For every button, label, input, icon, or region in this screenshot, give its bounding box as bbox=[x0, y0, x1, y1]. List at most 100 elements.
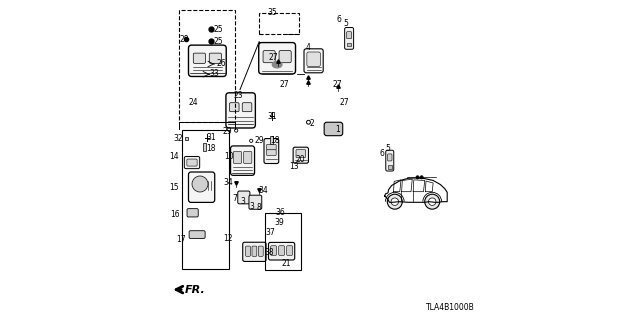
FancyBboxPatch shape bbox=[187, 209, 198, 217]
Text: 25: 25 bbox=[214, 25, 223, 34]
FancyBboxPatch shape bbox=[246, 246, 250, 256]
FancyBboxPatch shape bbox=[388, 154, 392, 161]
Text: 27: 27 bbox=[333, 80, 342, 89]
Text: 5: 5 bbox=[344, 20, 349, 28]
FancyBboxPatch shape bbox=[263, 51, 275, 63]
Bar bbox=[204, 143, 206, 151]
Text: 38: 38 bbox=[264, 248, 274, 257]
FancyBboxPatch shape bbox=[307, 52, 321, 66]
Text: 14: 14 bbox=[169, 152, 179, 161]
Text: 34: 34 bbox=[223, 178, 233, 187]
Text: 27: 27 bbox=[280, 80, 289, 89]
FancyBboxPatch shape bbox=[296, 149, 306, 157]
Text: 24: 24 bbox=[188, 98, 198, 107]
FancyBboxPatch shape bbox=[347, 32, 352, 39]
FancyBboxPatch shape bbox=[226, 93, 255, 128]
Text: 7: 7 bbox=[232, 194, 237, 203]
Bar bbox=[347, 43, 351, 46]
Circle shape bbox=[235, 129, 238, 132]
Text: 21: 21 bbox=[282, 260, 291, 268]
Bar bbox=[184, 137, 188, 140]
Bar bbox=[270, 136, 273, 144]
Circle shape bbox=[250, 139, 253, 142]
Text: 27: 27 bbox=[269, 53, 278, 62]
FancyBboxPatch shape bbox=[188, 45, 227, 76]
Text: 31: 31 bbox=[206, 133, 216, 142]
Text: 33: 33 bbox=[210, 69, 220, 78]
Text: TLA4B1000B: TLA4B1000B bbox=[426, 303, 475, 312]
Bar bbox=[179, 10, 236, 122]
Text: 37: 37 bbox=[266, 228, 275, 237]
Text: 15: 15 bbox=[170, 183, 179, 192]
Circle shape bbox=[387, 194, 403, 209]
FancyBboxPatch shape bbox=[344, 28, 354, 49]
FancyBboxPatch shape bbox=[230, 146, 255, 175]
FancyBboxPatch shape bbox=[234, 151, 242, 164]
Text: 32: 32 bbox=[173, 134, 183, 143]
Text: 3: 3 bbox=[241, 197, 246, 206]
Text: 28: 28 bbox=[180, 35, 189, 44]
Text: 6: 6 bbox=[379, 149, 384, 158]
Circle shape bbox=[420, 176, 423, 179]
FancyBboxPatch shape bbox=[259, 246, 263, 256]
FancyBboxPatch shape bbox=[249, 195, 262, 209]
FancyBboxPatch shape bbox=[187, 159, 197, 166]
Bar bbox=[182, 130, 229, 269]
Text: 39: 39 bbox=[275, 218, 284, 227]
Text: 34: 34 bbox=[259, 186, 268, 195]
Text: 35: 35 bbox=[267, 8, 277, 17]
FancyBboxPatch shape bbox=[287, 246, 292, 255]
Text: 1: 1 bbox=[335, 125, 340, 134]
Circle shape bbox=[416, 176, 419, 179]
Circle shape bbox=[391, 198, 399, 205]
FancyBboxPatch shape bbox=[267, 144, 276, 150]
FancyBboxPatch shape bbox=[243, 103, 252, 112]
Circle shape bbox=[307, 120, 310, 124]
Text: 13: 13 bbox=[289, 162, 299, 171]
FancyBboxPatch shape bbox=[271, 246, 276, 255]
FancyBboxPatch shape bbox=[244, 151, 252, 164]
Text: 4: 4 bbox=[305, 44, 310, 52]
Text: FR.: FR. bbox=[185, 284, 205, 295]
FancyBboxPatch shape bbox=[193, 53, 205, 63]
Ellipse shape bbox=[272, 61, 282, 68]
FancyBboxPatch shape bbox=[243, 242, 266, 261]
Text: 17: 17 bbox=[177, 236, 186, 244]
Text: 29: 29 bbox=[255, 136, 264, 145]
FancyBboxPatch shape bbox=[267, 150, 276, 156]
FancyBboxPatch shape bbox=[269, 243, 295, 260]
FancyBboxPatch shape bbox=[293, 147, 308, 163]
Text: 8: 8 bbox=[257, 204, 261, 212]
Circle shape bbox=[425, 194, 440, 209]
Text: 20: 20 bbox=[296, 156, 306, 164]
Text: 5: 5 bbox=[386, 144, 390, 153]
FancyBboxPatch shape bbox=[264, 139, 279, 164]
Text: 25: 25 bbox=[214, 37, 223, 46]
Circle shape bbox=[429, 198, 436, 205]
Text: 12: 12 bbox=[223, 234, 233, 243]
FancyBboxPatch shape bbox=[188, 172, 215, 203]
FancyBboxPatch shape bbox=[304, 49, 323, 73]
Text: 6: 6 bbox=[337, 15, 342, 24]
Text: 29: 29 bbox=[222, 127, 232, 136]
Text: 36: 36 bbox=[275, 208, 285, 217]
FancyBboxPatch shape bbox=[238, 191, 250, 204]
FancyBboxPatch shape bbox=[230, 103, 239, 112]
Bar bbox=[388, 165, 392, 169]
Bar bbox=[265, 213, 301, 270]
Text: 16: 16 bbox=[170, 210, 180, 219]
Text: 23: 23 bbox=[234, 92, 244, 100]
Text: 3: 3 bbox=[250, 202, 255, 211]
FancyBboxPatch shape bbox=[279, 51, 291, 63]
Text: 18: 18 bbox=[206, 144, 215, 153]
FancyBboxPatch shape bbox=[252, 246, 257, 256]
FancyBboxPatch shape bbox=[184, 156, 200, 169]
FancyBboxPatch shape bbox=[324, 122, 343, 136]
Circle shape bbox=[192, 176, 208, 192]
Bar bbox=[259, 13, 300, 34]
Text: 18: 18 bbox=[270, 136, 280, 145]
FancyBboxPatch shape bbox=[279, 246, 285, 255]
FancyBboxPatch shape bbox=[189, 231, 205, 238]
FancyBboxPatch shape bbox=[386, 150, 394, 171]
Text: 31: 31 bbox=[267, 112, 277, 121]
